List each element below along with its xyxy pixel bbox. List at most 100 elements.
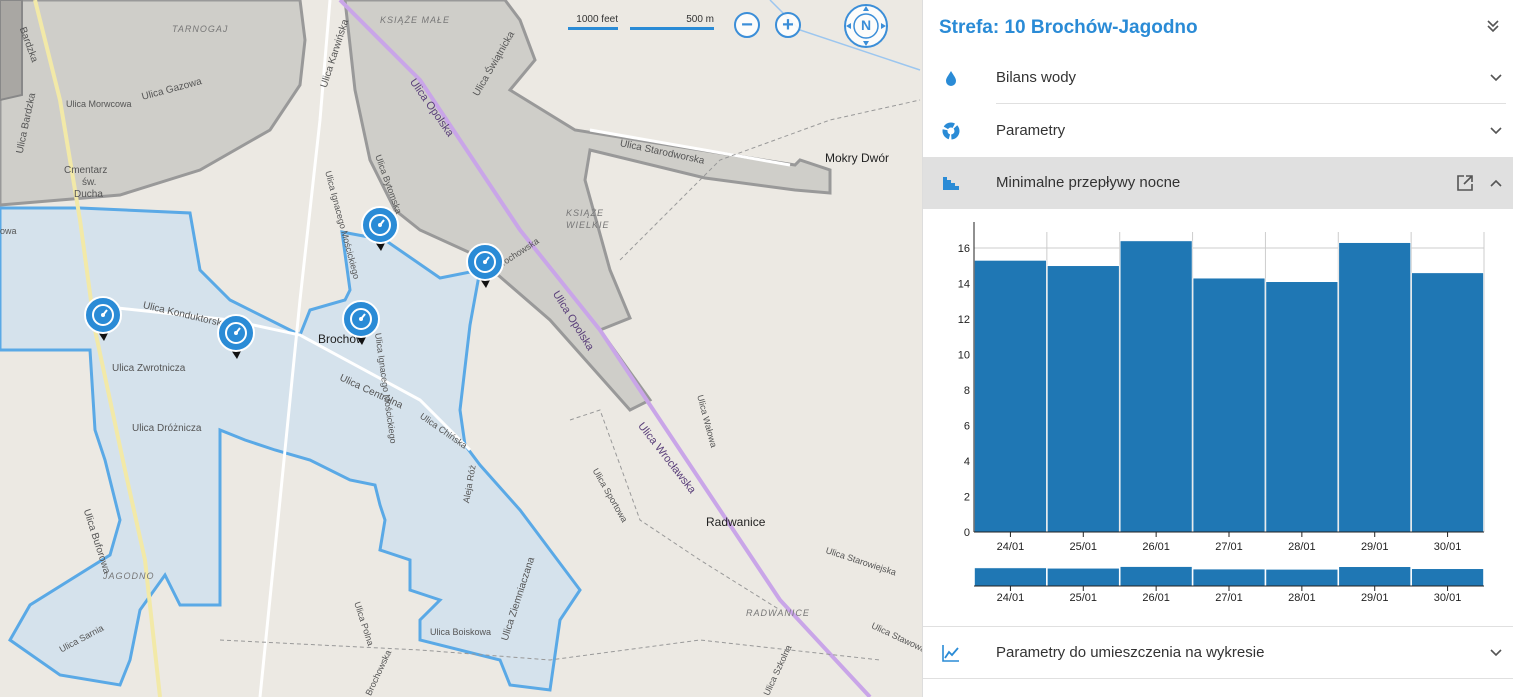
nav-x-tick-label: 25/01 <box>1070 592 1098 604</box>
y-tick-label: 14 <box>958 278 970 290</box>
nav-bar-30/01 <box>1411 568 1484 587</box>
nav-x-tick-label: 27/01 <box>1215 592 1243 604</box>
bar-29/01 <box>1338 242 1411 533</box>
boundary-dashed-2 <box>219 639 881 661</box>
section-wykres-label: Parametry do umieszczenia na wykresie <box>996 644 1265 661</box>
section-minimalne-przeplywy[interactable]: Minimalne przepływy nocne <box>923 157 1513 209</box>
y-tick-label: 16 <box>958 243 970 255</box>
bar-28/01 <box>1265 281 1339 533</box>
label-cmentarz-2: św. <box>82 177 97 188</box>
x-tick-label: 27/01 <box>1215 541 1243 553</box>
label-ul-morwcowa: Ulica Morwcowa <box>66 99 132 109</box>
chevron-up-icon <box>1490 179 1502 187</box>
bar-27/01 <box>1192 277 1266 533</box>
map-canvas[interactable] <box>0 0 922 697</box>
scale-feet-bar <box>568 25 618 30</box>
y-tick-label: 6 <box>964 420 970 432</box>
double-chevron-down-icon <box>1487 20 1499 33</box>
bar-30/01 <box>1411 272 1484 533</box>
gray-zone-ksiaze <box>343 0 832 412</box>
map-view[interactable]: TARNOGAJ KSIĄŻE MAŁE KSIĄŻE WIELKIE JAGO… <box>0 0 922 697</box>
label-cmentarz: Cmentarz <box>64 165 108 176</box>
y-tick-label: 2 <box>964 491 970 503</box>
gray-zone-corner <box>0 0 23 102</box>
night-flow-chart: 0 2 4 6 8 10 12 14 16 24/01 25/01 26/01 27/01 28/01 29… <box>958 222 1485 604</box>
y-tick-label: 0 <box>964 527 970 539</box>
scale-feet: 1000 feet <box>568 14 618 30</box>
scale-meters-label: 500 m <box>686 14 714 25</box>
meter-marker-4[interactable] <box>361 205 401 253</box>
road-centralna <box>89 303 472 452</box>
nav-bar-25/01 <box>1047 567 1120 587</box>
line-chart-icon <box>942 645 959 662</box>
chevron-down-icon <box>1490 127 1502 135</box>
compass-control[interactable]: N <box>843 3 889 49</box>
x-tick-label: 25/01 <box>1070 541 1098 553</box>
label-ksiaze-male: KSIĄŻE MAŁE <box>380 15 451 25</box>
bar-26/01 <box>1119 240 1193 533</box>
collapse-all-button[interactable] <box>1485 18 1503 36</box>
zoom-out-button[interactable]: − <box>734 12 760 38</box>
section-przeplywy-label: Minimalne przepływy nocne <box>996 174 1181 191</box>
label-ul-droznicza: Ulica Dróżnicza <box>132 423 202 434</box>
gauge-icon <box>84 296 122 341</box>
donut-chart-icon <box>942 122 960 140</box>
label-ksiaze-wielkie-1: KSIĄŻE <box>566 208 605 218</box>
road-opolska <box>338 0 872 697</box>
scale-meters: 500 m <box>630 14 714 30</box>
divider <box>996 103 1506 104</box>
gauge-icon <box>217 314 255 359</box>
gauge-icon <box>466 243 504 288</box>
nav-bar-26/01 <box>1119 566 1193 587</box>
section-parametry-label: Parametry <box>996 122 1066 139</box>
y-tick-label: 4 <box>964 456 970 468</box>
road-karwinska <box>258 0 332 697</box>
bar-25/01 <box>1047 265 1120 533</box>
boundary-dashed <box>569 409 781 611</box>
label-ksiaze-wielkie-2: WIELKIE <box>566 220 610 230</box>
minus-icon: − <box>741 14 753 36</box>
label-radwanice-place: RADWANICE <box>746 608 810 618</box>
meter-marker-3[interactable] <box>342 299 382 347</box>
label-jagodno: JAGODNO <box>103 571 155 581</box>
side-panel: Strefa: 10 Brochów-Jagodno Bilans wody P… <box>922 0 1513 697</box>
section-parametry-wykres[interactable]: Parametry do umieszczenia na wykresie <box>923 626 1513 679</box>
nav-x-tick-label: 29/01 <box>1361 592 1389 604</box>
chevron-down-icon <box>1490 74 1502 82</box>
gray-zone-north <box>0 0 307 207</box>
gauge-icon <box>342 300 380 345</box>
nav-bar-27/01 <box>1192 568 1266 587</box>
x-tick-label: 26/01 <box>1142 541 1170 553</box>
meter-marker-1[interactable] <box>84 295 124 343</box>
x-tick-label: 29/01 <box>1361 541 1389 553</box>
gauge-icon <box>361 206 399 251</box>
compass-icon <box>844 4 888 48</box>
nav-bar-29/01 <box>1338 566 1411 587</box>
y-tick-label: 8 <box>964 385 970 397</box>
nav-x-tick-label: 26/01 <box>1142 592 1170 604</box>
meter-marker-2[interactable] <box>217 313 257 361</box>
compass-label: N <box>860 17 872 33</box>
open-external-icon[interactable] <box>1456 174 1474 192</box>
x-tick-label: 30/01 <box>1434 541 1462 553</box>
water-drop-icon <box>946 71 956 86</box>
y-tick-label: 12 <box>958 314 970 326</box>
label-ul-boiskowa: Ulica Boiskowa <box>430 627 492 637</box>
label-radwanice: Radwanice <box>706 515 766 529</box>
meter-marker-5[interactable] <box>466 242 506 290</box>
bar-chart-icon <box>943 177 959 190</box>
scale-meters-bar <box>630 25 714 30</box>
section-parametry[interactable]: Parametry <box>923 105 1513 157</box>
scale-feet-label: 1000 feet <box>576 14 618 25</box>
label-mokry-dwor: Mokry Dwór <box>825 151 890 165</box>
x-tick-label: 24/01 <box>997 541 1025 553</box>
zoom-in-button[interactable]: + <box>775 12 801 38</box>
nav-x-tick-label: 30/01 <box>1434 592 1462 604</box>
label-ul-zwrotnicza: Ulica Zwrotnicza <box>112 363 186 374</box>
label-tarnogaj: TARNOGAJ <box>172 24 229 34</box>
section-bilans-wody[interactable]: Bilans wody <box>923 52 1513 104</box>
nav-x-tick-label: 24/01 <box>997 592 1025 604</box>
divider <box>923 678 1513 679</box>
road-starodworska <box>589 128 791 167</box>
nav-bar-24/01 <box>974 567 1047 587</box>
